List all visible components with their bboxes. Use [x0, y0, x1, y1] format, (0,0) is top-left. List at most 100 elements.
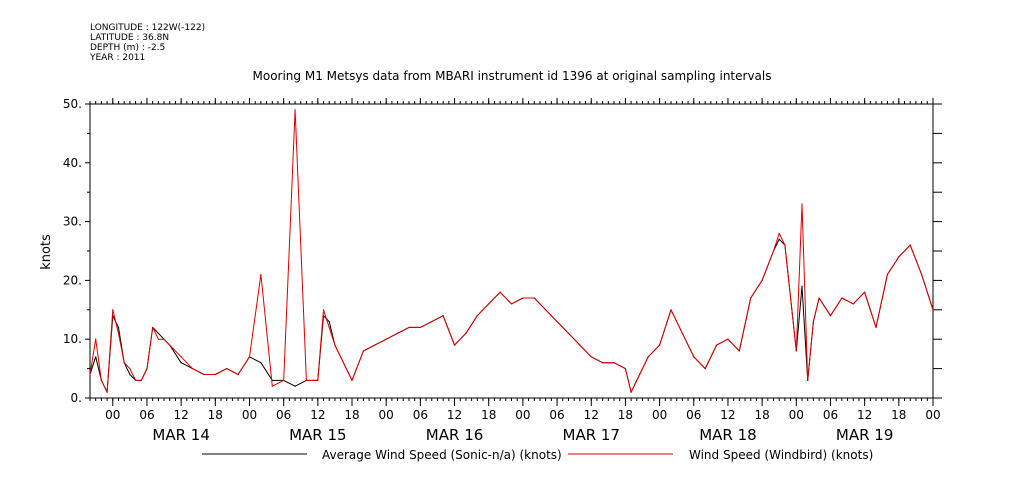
y-tick-label: 20. [63, 273, 82, 287]
data-point-windbird [237, 373, 239, 376]
data-point-windbird [852, 303, 854, 305]
x-date-label: MAR 16 [426, 426, 483, 444]
data-point-windbird [909, 244, 911, 246]
x-tick-label: 06 [823, 408, 838, 422]
data-point-windbird [106, 391, 108, 393]
data-point-windbird [921, 273, 923, 276]
x-tick-label: 12 [173, 408, 188, 422]
data-point-windbird [681, 332, 683, 334]
x-tick-label: 18 [208, 408, 223, 422]
data-point-windbird [818, 297, 820, 299]
data-point-sonic [95, 356, 97, 358]
data-point-sonic [129, 373, 131, 376]
data-point-windbird [704, 368, 706, 370]
data-point-sonic [294, 385, 296, 387]
data-point-windbird [146, 368, 148, 370]
x-tick-label: 12 [310, 408, 325, 422]
station-metadata: LONGITUDE : 122W(-122) LATITUDE : 36.8N … [89, 23, 205, 63]
data-point-windbird [294, 109, 296, 111]
data-point-windbird [283, 379, 285, 381]
data-point-windbird [510, 303, 513, 305]
data-point-windbird [647, 356, 649, 358]
x-tick-label: 12 [720, 408, 735, 422]
x-tick-label: 18 [481, 408, 496, 422]
x-tick-label: 06 [686, 408, 701, 422]
data-point-sonic [180, 362, 182, 364]
x-date-label: MAR 17 [563, 426, 620, 444]
data-point-windbird [129, 368, 131, 370]
data-point-windbird [100, 379, 102, 381]
data-point-windbird [152, 326, 154, 329]
x-tick-label: 12 [857, 408, 872, 422]
latitude-label: LATITUDE : 36.8N [90, 33, 169, 43]
data-point-sonic [117, 326, 120, 329]
data-point-windbird [636, 379, 638, 381]
data-point-windbird [89, 373, 91, 376]
data-point-windbird [191, 368, 194, 370]
y-tick-label: 40. [63, 156, 82, 170]
x-tick-label: 00 [652, 408, 667, 422]
data-point-windbird [431, 320, 433, 323]
data-point-windbird [778, 232, 780, 234]
data-point-sonic [260, 362, 262, 364]
data-point-windbird [396, 332, 399, 334]
x-axis: 00 06 12 18 00 06 12 18 00 06 12 18 00 06 12 18 00 06 12 18… [105, 98, 941, 444]
data-point-windbird [248, 356, 251, 358]
data-point-windbird [226, 368, 228, 370]
data-point-windbird [442, 315, 444, 317]
data-point-windbird [169, 344, 171, 346]
data-point-windbird [117, 332, 120, 334]
x-date-label: MAR 19 [836, 426, 893, 444]
data-point-windbird [465, 332, 467, 334]
data-point-windbird [134, 379, 137, 381]
data-point-windbird [157, 338, 159, 340]
data-point-windbird [658, 344, 661, 346]
data-point-windbird [812, 320, 814, 323]
data-point-windbird [385, 338, 387, 340]
data-point-sonic [328, 320, 330, 323]
legend-label-windbird: Wind Speed (Windbird) (knots) [689, 448, 873, 462]
data-point-windbird [322, 309, 325, 311]
legend-label-sonic: Average Wind Speed (Sonic-n/a) (knots) [322, 448, 562, 462]
data-point-windbird [476, 315, 478, 317]
data-point-windbird [351, 379, 353, 381]
data-point-windbird [453, 344, 456, 346]
data-point-windbird [795, 350, 797, 352]
data-point-windbird [334, 344, 336, 346]
data-point-windbird [801, 203, 803, 205]
data-point-windbird [761, 279, 763, 281]
legend: Average Wind Speed (Sonic-n/a) (knots) W… [202, 448, 873, 462]
x-date-label: MAR 15 [289, 426, 346, 444]
x-tick-label: 00 [242, 408, 257, 422]
data-point-windbird [738, 350, 740, 352]
x-tick-label: 18 [344, 408, 359, 422]
x-date-label: MAR 18 [699, 426, 756, 444]
x-tick-label: 00 [105, 408, 120, 422]
y-tick-label: 50. [63, 97, 82, 111]
x-tick-label: 00 [515, 408, 530, 422]
depth-label: DEPTH (m) : -2.5 [90, 43, 165, 53]
data-point-windbird [864, 291, 866, 293]
data-point-windbird [533, 297, 535, 299]
year-label: YEAR : 2011 [89, 53, 145, 63]
data-point-windbird [602, 362, 604, 364]
series-line-sonic [89, 238, 934, 393]
data-point-windbird [807, 379, 809, 381]
data-point-windbird [374, 344, 376, 346]
data-point-windbird [140, 379, 142, 381]
data-point-windbird [271, 385, 273, 387]
data-point-windbird [624, 368, 627, 370]
data-point-windbird [123, 362, 125, 364]
x-tick-label: 18 [618, 408, 633, 422]
x-tick-label: 06 [276, 408, 291, 422]
chart-title: Mooring M1 Metsys data from MBARI instru… [253, 69, 772, 83]
data-point-windbird [499, 291, 501, 293]
x-tick-label: 18 [754, 408, 769, 422]
data-point-windbird [328, 326, 330, 329]
data-point-sonic [157, 332, 159, 334]
data-point-windbird [522, 297, 524, 299]
x-tick-label: 12 [584, 408, 599, 422]
data-point-sonic [778, 238, 780, 240]
data-point-windbird [95, 338, 97, 340]
